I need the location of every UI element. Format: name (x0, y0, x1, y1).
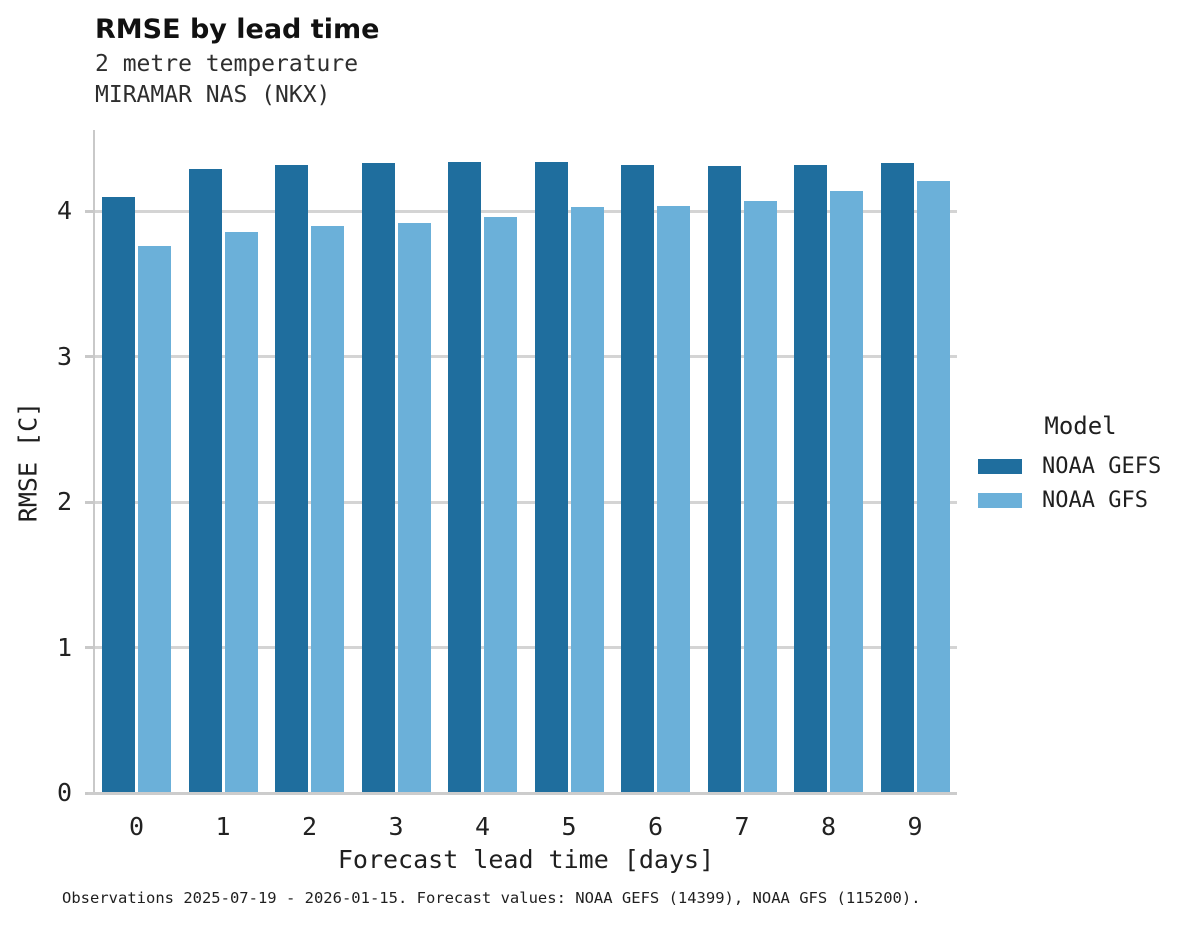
bar-noaa-gefs-day-2 (275, 164, 308, 793)
legend-swatch-icon (978, 492, 1022, 508)
legend: Model NOAA GEFS NOAA GFS (978, 412, 1183, 522)
y-tick-mark-1 (85, 646, 93, 650)
footer-caption: Observations 2025-07-19 - 2026-01-15. Fo… (62, 889, 921, 907)
x-axis-baseline (88, 791, 957, 795)
bar-noaa-gfs-day-4 (484, 217, 517, 793)
legend-title: Model (1044, 412, 1117, 440)
bar-noaa-gfs-day-0 (138, 246, 171, 793)
gridline-y4 (95, 209, 957, 213)
bar-noaa-gfs-day-7 (743, 201, 777, 793)
legend-item-noaa-gfs: NOAA GFS (978, 487, 1183, 513)
y-axis-title: RMSE [C] (13, 401, 43, 523)
x-axis-title: Forecast lead time [days] (337, 845, 715, 874)
x-tick-label-1: 1 (215, 812, 231, 841)
bar-noaa-gefs-day-6 (621, 164, 654, 793)
bar-noaa-gfs-day-1 (224, 231, 258, 793)
bar-noaa-gefs-day-3 (361, 163, 395, 793)
legend-items: NOAA GEFS NOAA GFS (978, 453, 1183, 513)
x-tick-label-8: 8 (820, 812, 837, 841)
y-tick-mark-4 (85, 209, 93, 213)
x-tick-label-4: 4 (474, 812, 491, 841)
bar-noaa-gefs-day-4 (448, 162, 481, 793)
gridline-y1 (95, 646, 957, 650)
y-tick-mark-2 (85, 500, 93, 504)
legend-label: NOAA GFS (1042, 487, 1148, 513)
bar-noaa-gefs-day-5 (534, 162, 568, 793)
plot-area (85, 130, 957, 795)
chart-subtitle-station: MIRAMAR NAS (NKX) (95, 82, 331, 108)
x-tick-label-6: 6 (647, 812, 664, 841)
bar-noaa-gfs-day-8 (830, 191, 863, 793)
x-tick-label-5: 5 (561, 812, 577, 841)
y-tick-label-2: 2 (56, 487, 72, 517)
legend-swatch-icon (978, 458, 1022, 474)
bar-noaa-gefs-day-1 (188, 169, 222, 793)
bar-noaa-gefs-day-8 (794, 164, 827, 793)
y-tick-mark-3 (85, 355, 93, 359)
bar-noaa-gefs-day-9 (880, 163, 914, 793)
bar-noaa-gefs-day-7 (707, 166, 741, 793)
y-tick-label-0: 0 (56, 778, 72, 807)
bar-noaa-gfs-day-3 (397, 223, 431, 793)
y-tick-label-3: 3 (56, 341, 72, 371)
bar-noaa-gefs-day-0 (102, 196, 135, 793)
bar-noaa-gfs-day-9 (916, 180, 950, 793)
x-tick-label-7: 7 (734, 812, 750, 841)
bar-noaa-gfs-day-5 (570, 207, 604, 793)
x-tick-label-3: 3 (388, 812, 404, 841)
y-tick-label-4: 4 (56, 196, 72, 226)
x-tick-label-0: 0 (128, 812, 145, 841)
chart-title: RMSE by lead time (95, 14, 380, 45)
chart-subtitle-variable: 2 metre temperature (95, 51, 359, 77)
legend-label: NOAA GEFS (1042, 453, 1162, 479)
y-tick-label-1: 1 (56, 632, 72, 662)
x-tick-label-2: 2 (301, 812, 318, 841)
legend-item-noaa-gefs: NOAA GEFS (978, 453, 1183, 479)
y-axis-spine (92, 130, 95, 793)
bar-noaa-gfs-day-6 (657, 205, 690, 793)
bar-noaa-gfs-day-2 (311, 225, 344, 793)
gridline-y3 (95, 355, 957, 359)
x-tick-label-9: 9 (907, 812, 923, 841)
gridline-y2 (95, 500, 957, 504)
